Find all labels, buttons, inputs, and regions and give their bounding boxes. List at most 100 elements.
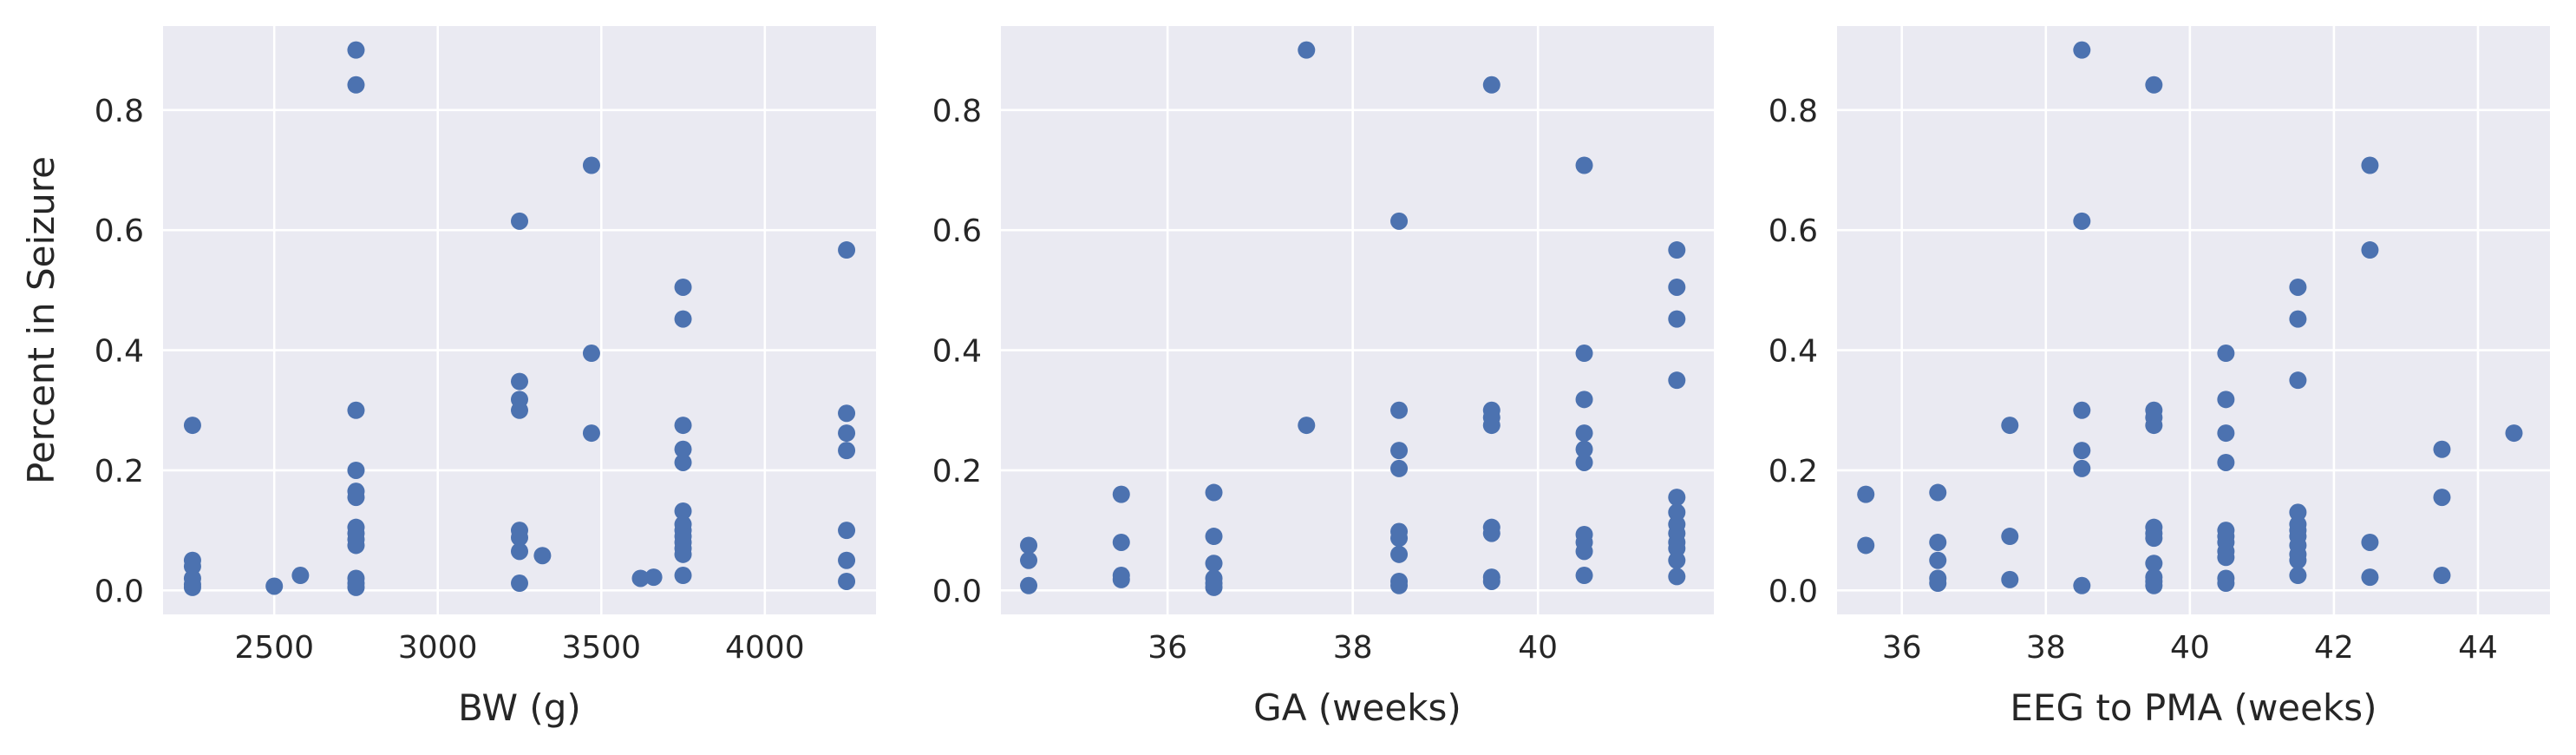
data-point xyxy=(1020,576,1038,594)
x-tick-label: 36 xyxy=(1882,630,1922,666)
y-tick-label: 0.6 xyxy=(1769,213,1818,249)
x-tick-label: 40 xyxy=(1518,630,1558,666)
y-tick-label: 0.0 xyxy=(95,574,144,609)
x-axis-label: EEG to PMA (weeks) xyxy=(2010,686,2377,729)
y-tick-label: 0.6 xyxy=(95,213,144,249)
data-point xyxy=(533,547,552,565)
x-tick-label: 4000 xyxy=(725,630,805,666)
data-point xyxy=(1929,551,1947,569)
data-point xyxy=(674,502,692,521)
data-point xyxy=(1205,483,1223,502)
x-axis-label: BW (g) xyxy=(458,686,581,729)
data-point xyxy=(2361,156,2379,174)
data-point xyxy=(2289,567,2307,585)
data-point xyxy=(291,567,310,585)
data-point xyxy=(1482,524,1500,542)
data-point xyxy=(838,572,856,590)
data-point xyxy=(838,404,856,423)
data-point xyxy=(1857,485,1875,503)
data-point xyxy=(183,578,201,596)
plot-area-2 xyxy=(1001,26,1714,614)
data-point xyxy=(2217,424,2235,443)
data-point xyxy=(1668,371,1686,390)
data-point xyxy=(2145,576,2163,594)
data-point xyxy=(347,536,365,555)
data-point xyxy=(1390,576,1409,594)
plot-area-3 xyxy=(1837,26,2550,614)
data-point xyxy=(1020,536,1038,555)
x-tick-label: 38 xyxy=(2026,630,2066,666)
y-tick-label: 0.2 xyxy=(932,454,982,489)
data-point xyxy=(631,569,650,588)
data-point xyxy=(1112,485,1130,503)
data-point xyxy=(838,551,856,569)
x-axis-label: GA (weeks) xyxy=(1253,686,1461,729)
data-point xyxy=(1482,417,1500,435)
data-point xyxy=(2073,212,2091,230)
data-point xyxy=(2361,241,2379,259)
data-point xyxy=(1020,551,1038,569)
data-point xyxy=(2001,528,2019,546)
data-point xyxy=(511,212,528,230)
x-tick-label: 36 xyxy=(1147,630,1187,666)
data-point xyxy=(2217,574,2235,593)
x-tick-label: 3000 xyxy=(398,630,478,666)
data-point xyxy=(644,568,663,587)
data-point xyxy=(1668,551,1686,569)
data-point xyxy=(1668,539,1686,557)
x-tick-label: 2500 xyxy=(234,630,314,666)
data-point xyxy=(838,522,856,540)
data-point xyxy=(1857,536,1875,555)
data-point xyxy=(1575,345,1593,363)
data-point xyxy=(2289,551,2307,569)
data-point xyxy=(1205,528,1223,546)
y-tick-label: 0.8 xyxy=(95,94,144,129)
data-point xyxy=(2217,345,2235,363)
data-point xyxy=(1205,578,1223,596)
data-point xyxy=(2217,391,2235,409)
data-point xyxy=(838,424,856,443)
data-point xyxy=(674,453,692,471)
data-point xyxy=(511,574,528,593)
data-point xyxy=(582,345,600,363)
data-point xyxy=(674,417,692,435)
x-tick-label: 42 xyxy=(2314,630,2354,666)
data-point xyxy=(1575,156,1593,174)
y-tick-label: 0.8 xyxy=(1769,94,1818,129)
x-tick-label: 3500 xyxy=(561,630,641,666)
data-point xyxy=(511,528,528,547)
data-point xyxy=(582,156,600,174)
data-point xyxy=(265,577,284,595)
data-point xyxy=(2073,401,2091,419)
data-point xyxy=(2073,576,2091,594)
data-point xyxy=(1929,574,1947,593)
data-point xyxy=(2289,503,2307,522)
data-point xyxy=(1112,570,1130,588)
data-point xyxy=(183,417,201,435)
data-point xyxy=(2145,417,2163,435)
data-point xyxy=(2433,567,2451,585)
data-point xyxy=(2505,424,2523,443)
data-point xyxy=(2361,568,2379,587)
data-point xyxy=(1390,442,1409,460)
data-point xyxy=(511,372,528,391)
data-point xyxy=(511,401,528,419)
data-point xyxy=(674,567,692,585)
data-point xyxy=(1575,567,1593,585)
data-point xyxy=(2433,440,2451,458)
data-point xyxy=(1575,440,1593,458)
data-point xyxy=(1112,533,1130,551)
x-tick-label: 40 xyxy=(2170,630,2210,666)
data-point xyxy=(2145,555,2163,573)
data-point xyxy=(347,41,365,59)
data-point xyxy=(674,440,692,458)
data-point xyxy=(347,401,365,419)
data-point xyxy=(347,489,365,507)
data-point xyxy=(183,557,201,575)
x-tick-label: 44 xyxy=(2458,630,2498,666)
y-tick-label: 0.6 xyxy=(932,213,982,249)
plot-area-1 xyxy=(163,26,876,614)
data-point xyxy=(2073,442,2091,460)
data-point xyxy=(347,578,365,596)
